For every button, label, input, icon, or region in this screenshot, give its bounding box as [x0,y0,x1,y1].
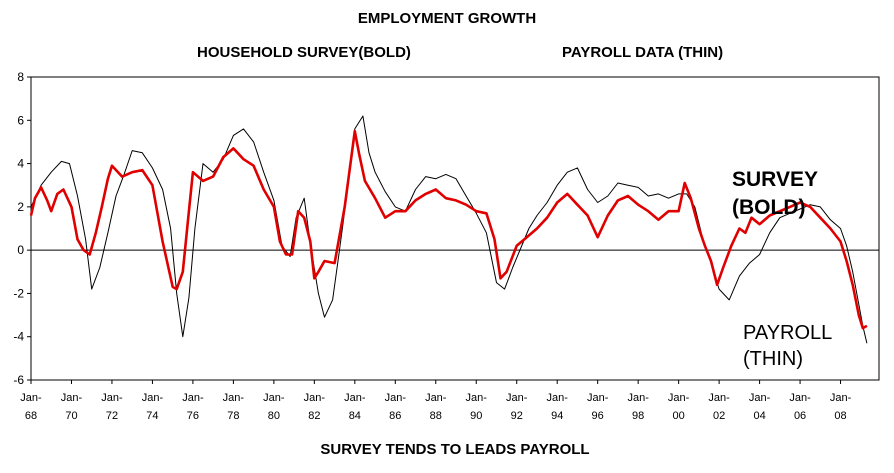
x-tick-label-bottom: 76 [187,410,199,422]
y-tick-label: -4 [13,330,24,344]
x-tick-label-top: Jan- [304,392,326,404]
x-tick-label-bottom: 98 [632,410,644,422]
x-axis: Jan- 68 Jan- 70 Jan- 72 Jan- 74 Jan- 76 Jan- 78 Jan-… [20,380,852,422]
x-tick-label-bottom: 96 [592,410,604,422]
y-tick-label: 4 [17,157,24,171]
x-tick-label-bottom: 78 [227,410,239,422]
x-tick-label-top: Jan- [506,392,528,404]
x-tick-label-top: Jan- [789,392,811,404]
subtitle-payroll-data: PAYROLL DATA (THIN) [562,44,724,61]
x-tick-label-top: Jan- [708,392,730,404]
x-tick-label-bottom: 72 [106,410,118,422]
x-tick-label-bottom: 80 [268,410,280,422]
x-tick-label-top: Jan- [668,392,690,404]
annotation-payroll-thin: (THIN) [743,348,803,370]
chart-footer-caption: SURVEY TENDS TO LEADS PAYROLL [320,441,590,458]
plot-area-frame [30,76,880,381]
x-tick-label-bottom: 84 [349,410,361,422]
annotation-survey: SURVEY [732,168,818,191]
x-tick-label-bottom: 02 [713,410,725,422]
x-tick-label-top: Jan- [466,392,488,404]
y-tick-label: 2 [17,200,24,214]
y-tick-label: 0 [17,243,24,257]
x-tick-label-bottom: 08 [834,410,846,422]
x-tick-label-top: Jan- [547,392,569,404]
y-tick-label: -6 [13,373,24,387]
x-tick-label-top: Jan- [749,392,771,404]
annotation-survey-bold: (BOLD) [732,196,805,219]
x-tick-label-top: Jan- [587,392,609,404]
y-axis: -6 -4 -2 0 2 4 6 8 [13,70,31,387]
x-tick-label-bottom: 00 [673,410,685,422]
series-line-household-survey [29,129,868,330]
x-tick-label-bottom: 82 [308,410,320,422]
x-tick-label-bottom: 94 [551,410,563,422]
x-tick-label-bottom: 86 [389,410,401,422]
x-tick-label-top: Jan- [61,392,83,404]
x-tick-label-bottom: 70 [65,410,77,422]
x-tick-label-top: Jan- [344,392,366,404]
x-tick-label-bottom: 74 [146,410,158,422]
x-tick-label-top: Jan- [20,392,42,404]
x-tick-label-top: Jan- [223,392,245,404]
x-tick-label-top: Jan- [101,392,123,404]
x-tick-label-top: Jan- [627,392,649,404]
y-tick-label: -2 [13,286,24,300]
x-tick-label-bottom: 90 [470,410,482,422]
x-tick-label-top: Jan- [425,392,447,404]
subtitle-household-survey: HOUSEHOLD SURVEY(BOLD) [197,44,411,61]
x-tick-label-bottom: 88 [430,410,442,422]
y-tick-label: 6 [17,113,24,127]
y-tick-label: 8 [17,70,24,84]
chart-title: EMPLOYMENT GROWTH [357,10,537,27]
x-tick-label-bottom: 04 [753,410,765,422]
series-line-payroll [30,115,868,344]
series-layer [29,115,868,344]
x-tick-label-bottom: 06 [794,410,806,422]
x-tick-label-top: Jan- [142,392,164,404]
annotation-payroll: PAYROLL [743,322,832,344]
x-tick-label-top: Jan- [263,392,285,404]
x-tick-label-top: Jan- [182,392,204,404]
x-tick-label-top: Jan- [385,392,407,404]
x-tick-label-top: Jan- [830,392,852,404]
x-tick-label-bottom: 68 [25,410,37,422]
x-tick-label-bottom: 92 [511,410,523,422]
